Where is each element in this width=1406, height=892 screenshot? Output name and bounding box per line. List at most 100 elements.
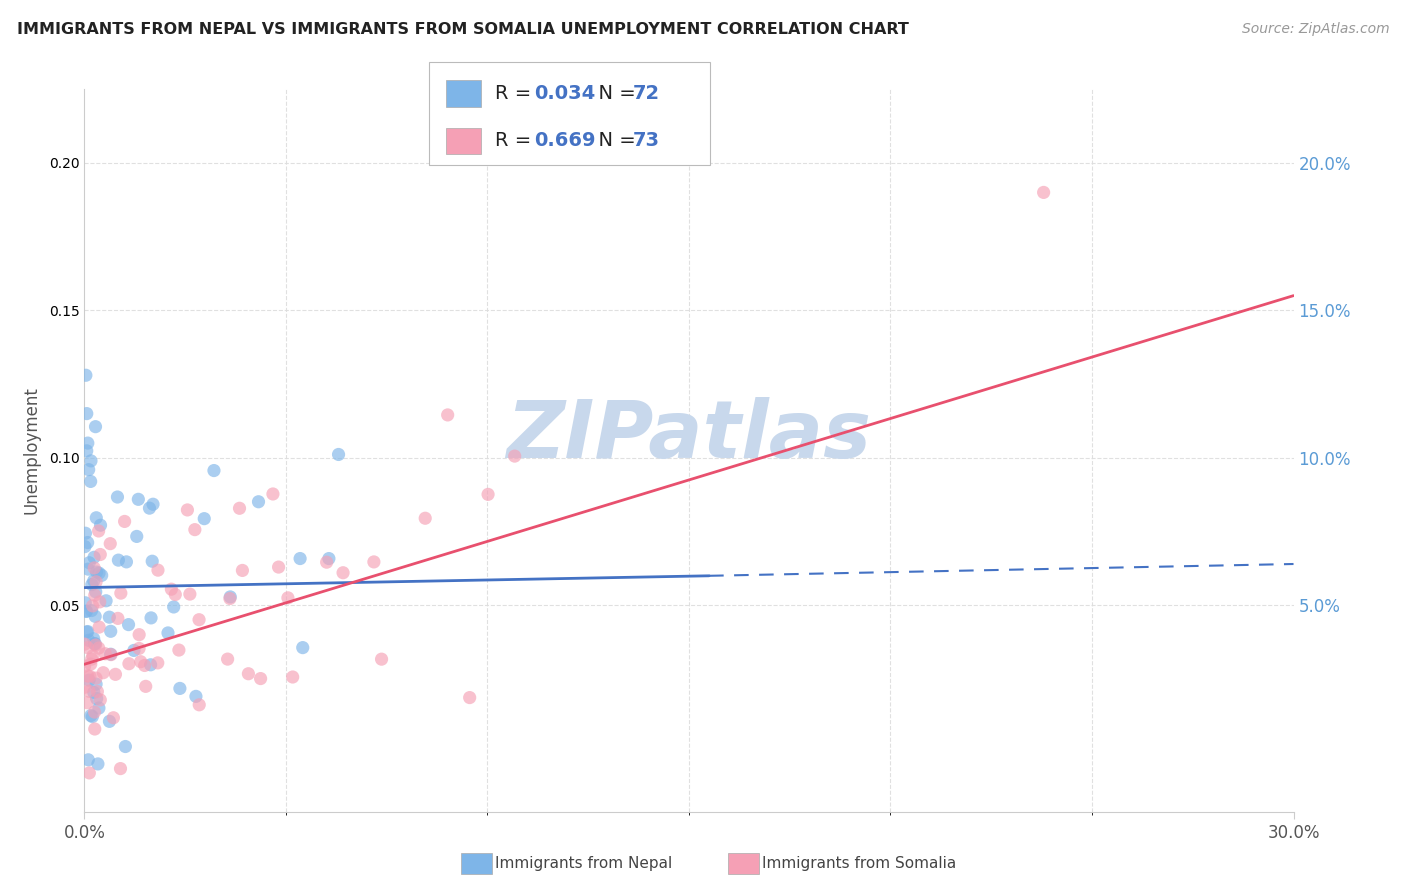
Point — [80, 603, 103, 617]
Point — [77, 753, 100, 767]
Point — [142, 497, 165, 511]
Point — [79, 766, 101, 780]
Point — [176, 503, 198, 517]
Point — [80, 652, 103, 666]
Point — [73, 680, 96, 694]
Point — [75, 596, 97, 610]
Point — [228, 501, 250, 516]
Point — [76, 604, 98, 618]
Point — [80, 454, 103, 468]
Text: Immigrants from Somalia: Immigrants from Somalia — [762, 856, 956, 871]
Point — [77, 633, 100, 648]
Point — [128, 628, 150, 642]
Point — [83, 705, 105, 719]
Point — [87, 701, 110, 715]
Text: N =: N = — [586, 84, 643, 103]
Point — [169, 681, 191, 696]
Point — [139, 611, 162, 625]
Point — [100, 624, 122, 639]
Point — [328, 447, 350, 461]
Point — [73, 637, 96, 651]
Point — [135, 679, 157, 693]
Point — [363, 555, 385, 569]
Text: 0.669: 0.669 — [534, 131, 596, 151]
Point — [103, 711, 125, 725]
Point — [75, 604, 97, 618]
Y-axis label: Unemployment: Unemployment — [22, 386, 41, 515]
Point — [146, 563, 169, 577]
Point — [122, 643, 145, 657]
Point — [160, 582, 183, 597]
Text: R =: R = — [495, 84, 537, 103]
Point — [188, 613, 211, 627]
Point — [138, 501, 160, 516]
Point — [202, 464, 225, 478]
Point — [165, 588, 187, 602]
Point — [76, 436, 98, 450]
Point — [98, 714, 121, 729]
Point — [75, 368, 97, 383]
Point — [315, 555, 337, 569]
Point — [86, 565, 108, 579]
Point — [89, 548, 111, 562]
Point — [141, 554, 163, 568]
Point — [83, 722, 105, 736]
Point — [73, 659, 96, 673]
Point — [84, 677, 107, 691]
Point — [281, 670, 304, 684]
Point — [87, 641, 110, 656]
Point — [110, 586, 132, 600]
Text: R =: R = — [495, 131, 537, 151]
Point — [84, 637, 107, 651]
Point — [110, 762, 132, 776]
Point — [77, 562, 100, 576]
Point — [219, 591, 242, 606]
Text: 73: 73 — [633, 131, 659, 151]
Point — [115, 555, 138, 569]
Text: ZIPatlas: ZIPatlas — [506, 397, 872, 475]
Point — [98, 610, 121, 624]
Point — [76, 669, 98, 683]
Text: Source: ZipAtlas.com: Source: ZipAtlas.com — [1241, 22, 1389, 37]
Point — [332, 566, 354, 580]
Point — [117, 617, 139, 632]
Point — [89, 693, 111, 707]
Point — [83, 561, 105, 575]
Point — [129, 655, 152, 669]
Point — [76, 535, 98, 549]
Point — [80, 577, 103, 591]
Point — [77, 684, 100, 698]
Point — [84, 671, 107, 685]
Point — [91, 665, 114, 680]
Point — [163, 599, 186, 614]
Text: N =: N = — [586, 131, 643, 151]
Point — [125, 529, 148, 543]
Text: Immigrants from Nepal: Immigrants from Nepal — [495, 856, 672, 871]
Point — [436, 408, 458, 422]
Point — [76, 640, 98, 655]
Point — [77, 462, 100, 476]
Point — [167, 643, 190, 657]
Point — [90, 568, 112, 582]
Point — [75, 526, 97, 541]
Point — [94, 594, 117, 608]
Point — [318, 551, 340, 566]
Point — [80, 708, 103, 723]
Point — [238, 666, 260, 681]
Point — [76, 624, 98, 639]
Point — [84, 574, 107, 589]
Point — [370, 652, 392, 666]
Text: 0.034: 0.034 — [534, 84, 596, 103]
Point — [82, 648, 104, 663]
Point — [84, 609, 107, 624]
Point — [77, 556, 100, 570]
Point — [94, 647, 117, 661]
Point — [146, 656, 169, 670]
Point — [217, 652, 239, 666]
Point — [249, 672, 271, 686]
Point — [114, 739, 136, 754]
Point — [76, 696, 98, 710]
Point — [77, 673, 100, 687]
Point — [1032, 186, 1054, 200]
Point — [83, 550, 105, 565]
